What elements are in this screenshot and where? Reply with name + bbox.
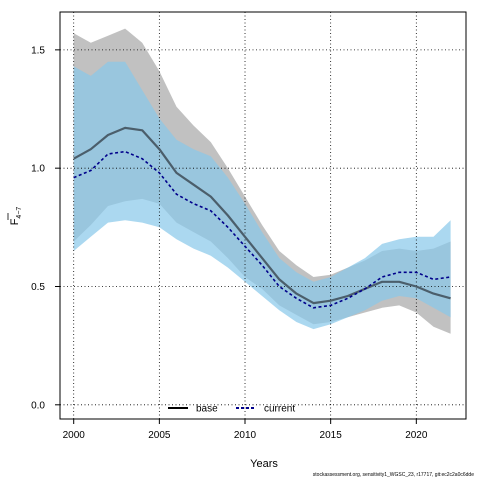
axes: 2000 2005 2010 2015 2020 0.0 0.5 1.0 1.5 — [31, 45, 428, 441]
x-tick-label-2005: 2005 — [148, 430, 171, 441]
grid-lines — [60, 12, 466, 419]
base-confidence-band — [73, 28, 451, 334]
svg-text:F4−7: F4−7 — [9, 207, 23, 226]
base-series-line — [73, 126, 451, 305]
y-axis-title: F4−7 — [7, 207, 23, 226]
y-tick-label-1.5: 1.5 — [31, 45, 45, 56]
confidence-bands — [73, 28, 451, 334]
x-axis-title: Years — [250, 458, 278, 470]
x-tick-label-2020: 2020 — [405, 430, 428, 441]
legend-label-current: current — [264, 404, 295, 415]
legend-label-base: base — [196, 404, 218, 415]
y-tick-label-0.5: 0.5 — [31, 282, 45, 293]
y-tick-label-1.0: 1.0 — [31, 164, 45, 175]
current-series-line — [73, 150, 451, 309]
y-tick-label-0.0: 0.0 — [31, 400, 45, 411]
y-axis-title-main: F — [9, 218, 21, 225]
y-axis-title-sub: 4−7 — [16, 207, 23, 219]
x-tick-label-2010: 2010 — [234, 430, 257, 441]
plot-border — [59, 11, 467, 420]
x-tick-label-2015: 2015 — [320, 430, 343, 441]
legend: base current — [168, 404, 295, 415]
series-lines — [73, 126, 451, 309]
x-tick-label-2000: 2000 — [63, 430, 86, 441]
footer-credit: stockassessment.org, sensitivity1_WGSC_2… — [312, 472, 474, 478]
current-confidence-band — [73, 61, 451, 330]
